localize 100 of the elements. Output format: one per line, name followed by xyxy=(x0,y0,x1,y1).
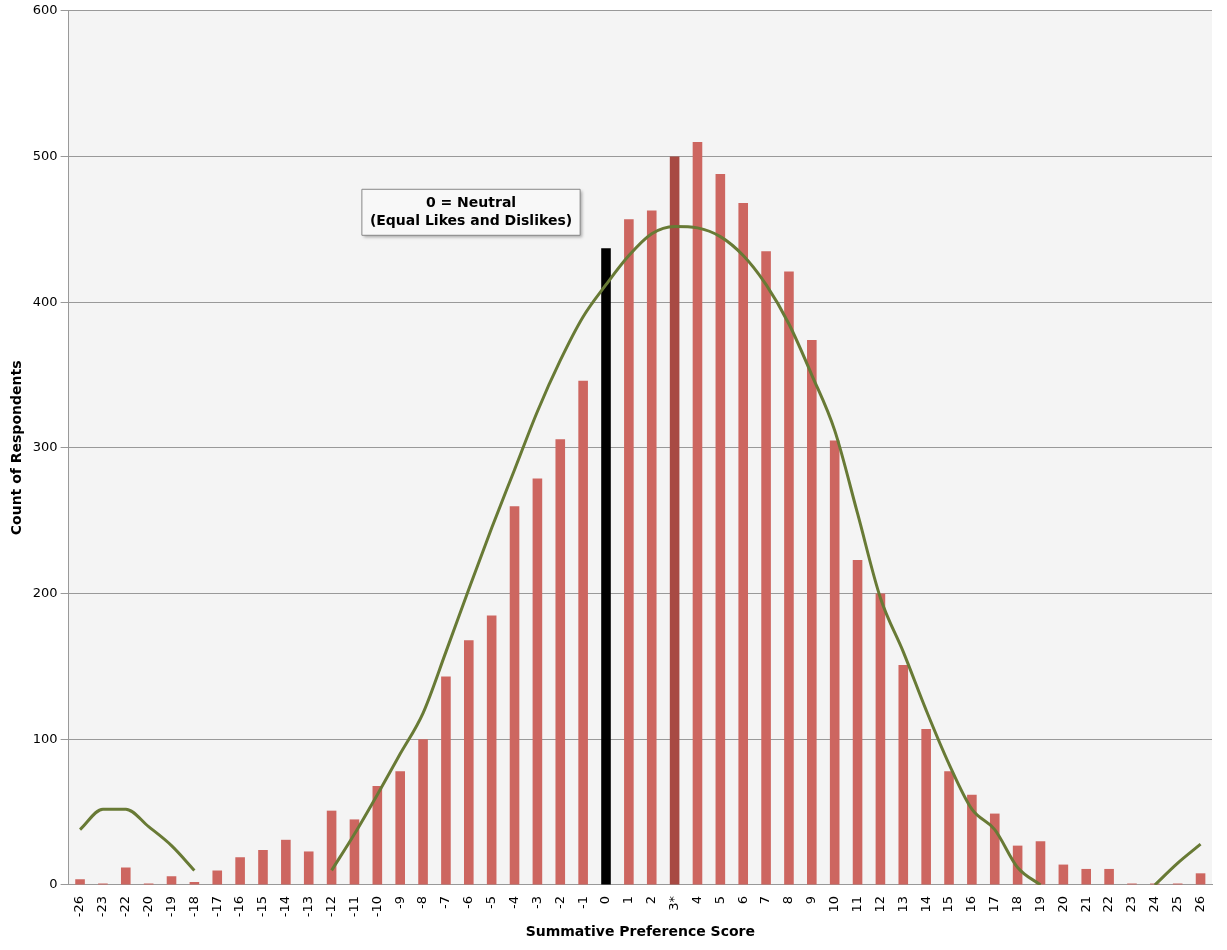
bar xyxy=(1058,864,1069,885)
x-tick-label: 3* xyxy=(665,895,681,911)
bar xyxy=(601,248,611,885)
x-tick-label: 16 xyxy=(963,895,979,913)
bar xyxy=(166,876,177,885)
x-tick-label: 22 xyxy=(1100,895,1116,913)
x-tick-label: -11 xyxy=(345,895,361,918)
x-tick-label: -22 xyxy=(117,895,133,918)
bar xyxy=(967,794,977,885)
x-tick-label: 21 xyxy=(1077,895,1093,913)
x-tick-label: -15 xyxy=(254,895,270,918)
x-tick-label: -12 xyxy=(322,895,338,918)
x-tick-label: 5 xyxy=(711,895,727,905)
bar xyxy=(1035,841,1046,885)
y-tick-label: 500 xyxy=(32,147,58,163)
x-tick-label: 8 xyxy=(780,895,796,905)
x-tick-label: 11 xyxy=(848,895,864,913)
x-tick-label: 7 xyxy=(757,895,773,905)
x-tick-label: 6 xyxy=(734,895,750,905)
bar xyxy=(944,771,954,885)
bar xyxy=(1104,868,1114,885)
x-tick-label: -3 xyxy=(528,895,544,909)
x-tick-label: -13 xyxy=(300,895,316,918)
x-tick-label: 26 xyxy=(1191,895,1207,913)
bar xyxy=(281,839,291,885)
bar xyxy=(509,506,520,885)
bar xyxy=(578,380,588,885)
x-tick-label: -16 xyxy=(231,895,247,918)
x-tick-label: 10 xyxy=(826,895,842,913)
x-tick-label: 1 xyxy=(620,895,636,905)
x-tick-label: 4 xyxy=(688,895,704,905)
x-tick-label: -4 xyxy=(505,895,521,909)
bar xyxy=(624,219,634,885)
bar xyxy=(1081,868,1092,885)
x-tick-label: 13 xyxy=(894,895,910,913)
x-tick-label: 25 xyxy=(1169,895,1185,913)
bar xyxy=(898,664,909,885)
bar xyxy=(807,340,817,885)
x-tick-label: 14 xyxy=(917,895,933,913)
bar xyxy=(738,203,749,885)
y-tick-label: 600 xyxy=(32,2,58,18)
bar xyxy=(829,440,840,885)
bar xyxy=(646,210,657,885)
x-tick-label: -23 xyxy=(94,895,110,918)
bar xyxy=(486,615,497,885)
x-tick-label: 9 xyxy=(803,895,819,905)
x-tick-label: -6 xyxy=(460,895,476,909)
bar xyxy=(532,478,543,885)
x-tick-label: 18 xyxy=(1009,895,1024,913)
bar xyxy=(303,851,314,885)
y-tick-label: 400 xyxy=(32,293,58,309)
x-tick-label: -20 xyxy=(140,895,156,918)
x-tick-label: -5 xyxy=(483,895,499,909)
y-axis-title: Count of Respondents xyxy=(8,360,25,536)
bar xyxy=(212,870,223,885)
x-tick-label: 15 xyxy=(940,895,956,913)
bar xyxy=(852,560,863,885)
x-tick-label: 17 xyxy=(986,895,1002,913)
bar xyxy=(921,729,931,885)
x-tick-label: 0 xyxy=(597,895,613,905)
y-tick-label: 0 xyxy=(49,876,58,892)
x-tick-label: 19 xyxy=(1031,895,1047,913)
x-tick-label: -26 xyxy=(71,895,87,918)
x-tick-label: -8 xyxy=(414,895,430,909)
x-axis-title: Summative Preference Score xyxy=(525,923,755,940)
bar xyxy=(395,771,405,885)
bar xyxy=(784,271,794,885)
y-tick-label: 100 xyxy=(32,730,58,746)
bar xyxy=(875,593,886,885)
x-tick-label: 2 xyxy=(643,895,659,905)
x-tick-label: -18 xyxy=(185,895,201,918)
bar xyxy=(120,867,131,885)
bar xyxy=(692,141,703,885)
x-tick-label: 12 xyxy=(871,895,887,913)
bar xyxy=(1195,873,1206,885)
bar xyxy=(761,251,771,885)
bar xyxy=(258,850,268,885)
x-tick-label: 20 xyxy=(1054,895,1070,913)
x-tick-label: -7 xyxy=(437,895,453,909)
x-tick-label: -1 xyxy=(574,895,590,909)
bar xyxy=(441,676,451,885)
y-tick-label: 300 xyxy=(32,439,58,455)
annotation: 0 = Neutral (Equal Likes and Dislikes) xyxy=(369,193,573,228)
bar xyxy=(75,879,85,885)
x-tick-label: -14 xyxy=(277,895,293,918)
bar xyxy=(235,857,245,885)
x-tick-label: -2 xyxy=(551,895,567,909)
x-tick-label: 23 xyxy=(1123,895,1139,913)
x-tick-label: -9 xyxy=(391,895,407,909)
bar xyxy=(418,739,428,885)
y-tick-label: 200 xyxy=(32,584,58,600)
x-tick-label: -19 xyxy=(162,895,178,918)
bar xyxy=(555,439,566,885)
x-tick-label: -10 xyxy=(368,895,384,918)
bar xyxy=(715,173,726,885)
x-tick-label: 24 xyxy=(1146,895,1162,913)
bar xyxy=(989,813,1000,885)
x-tick-label: -17 xyxy=(208,895,224,918)
bar xyxy=(669,156,680,885)
bar xyxy=(464,640,474,885)
